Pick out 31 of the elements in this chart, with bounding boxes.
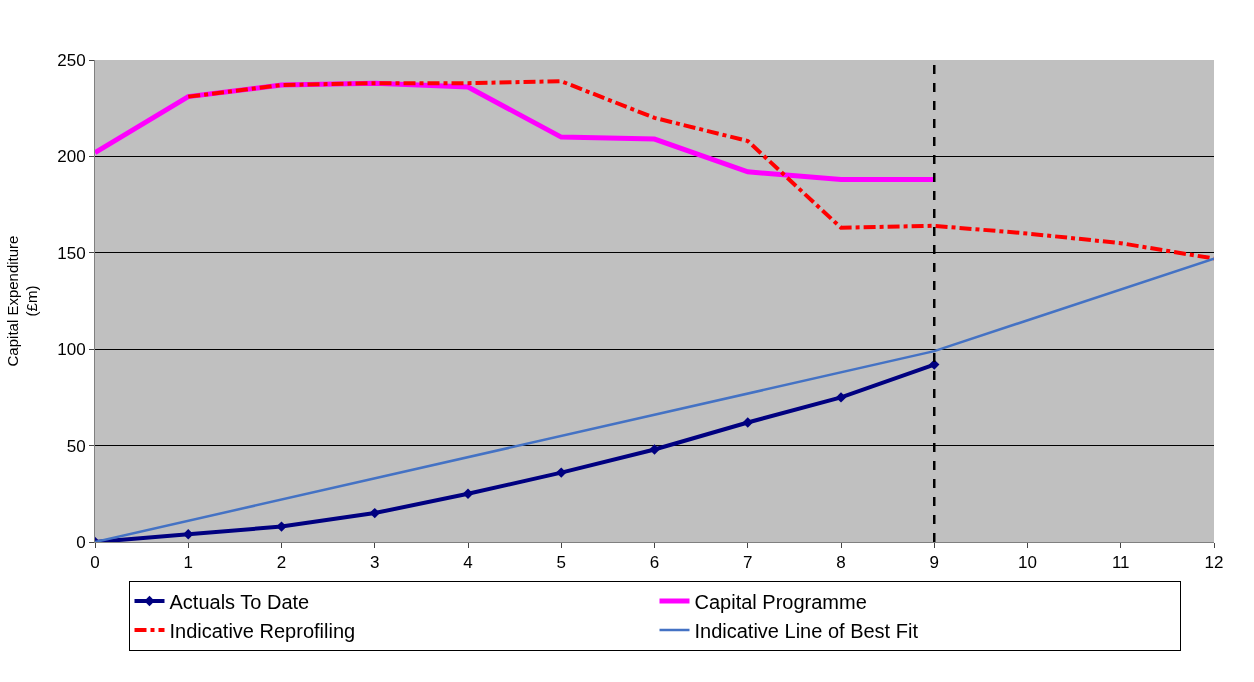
x-tick-label: 12 <box>1204 553 1224 573</box>
point <box>742 417 753 428</box>
x-tick-label: 3 <box>370 553 380 573</box>
x-tick-label: 4 <box>463 553 473 573</box>
y-tick-label: 100 <box>57 340 86 360</box>
legend-label: Indicative Reprofiling <box>169 619 356 642</box>
point <box>462 488 474 499</box>
y-axis-title: Capital Expenditure (£m) <box>3 235 41 367</box>
y-tick-label: 200 <box>57 147 86 167</box>
x-tick-label: 1 <box>183 553 193 573</box>
x-tick-label: 7 <box>743 553 753 573</box>
y-tick-label: 50 <box>66 436 86 456</box>
x-tick-label: 11 <box>1111 553 1130 573</box>
legend-label: Actuals To Date <box>169 590 310 613</box>
line-series <box>186 79 1214 261</box>
legend-label: Capital Programme <box>694 590 867 613</box>
x-tick-label: 8 <box>836 553 846 573</box>
y-tick-label: 150 <box>57 243 86 263</box>
x-tick-label: 9 <box>929 553 939 573</box>
x-tick-label: 6 <box>649 553 660 573</box>
point <box>556 467 567 478</box>
x-tick-label: 10 <box>1018 553 1037 573</box>
point <box>369 507 380 519</box>
x-tick-label: 0 <box>90 553 100 573</box>
point <box>649 444 660 455</box>
y-tick-label: 250 <box>57 50 86 70</box>
point <box>835 392 847 403</box>
y-tick-label: 0 <box>76 532 86 552</box>
x-tick-label: 2 <box>276 553 287 573</box>
x-tick-label: 5 <box>556 553 566 573</box>
legend-label: Indicative Line of Best Fit <box>694 619 919 642</box>
